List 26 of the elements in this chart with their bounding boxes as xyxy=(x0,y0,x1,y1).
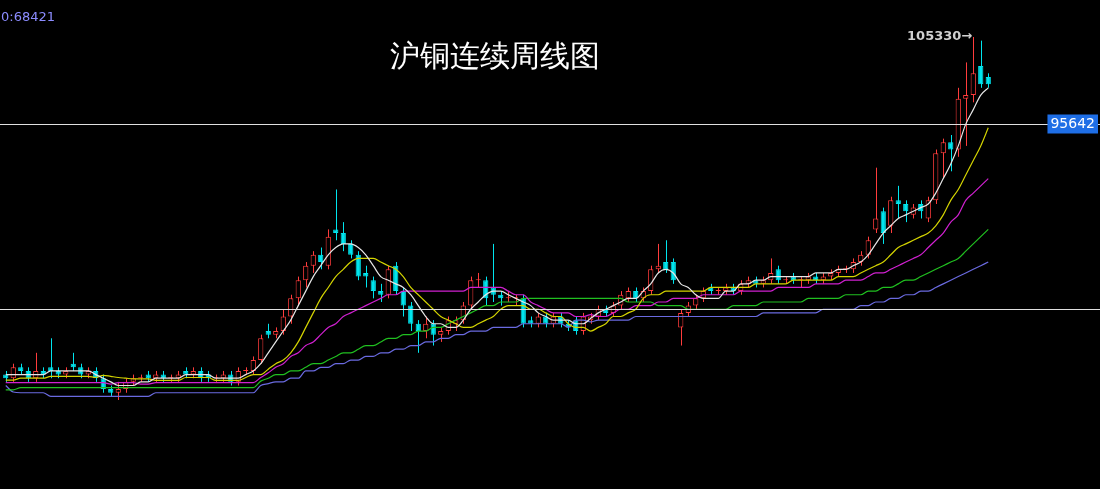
candlestick xyxy=(348,239,354,259)
candlestick xyxy=(378,283,384,303)
candlestick xyxy=(333,188,339,241)
chart-title: 沪铜连续周线图 xyxy=(390,38,600,73)
candlestick xyxy=(310,250,316,274)
text: 0:68421 xyxy=(1,9,56,25)
candlestick xyxy=(948,134,954,172)
candlestick xyxy=(978,40,984,89)
candlestick xyxy=(400,286,406,318)
candlestick xyxy=(250,355,256,376)
annotation: 95642 xyxy=(1050,115,1096,132)
candlestick xyxy=(295,276,301,307)
candlestick xyxy=(880,207,886,245)
candlestick xyxy=(258,334,264,365)
candlestick xyxy=(970,36,976,103)
candlestick xyxy=(363,265,369,288)
candlestick xyxy=(468,276,474,310)
candlestick xyxy=(370,276,376,299)
candlestick xyxy=(940,138,946,180)
annotation: 105330→ xyxy=(907,28,973,44)
candlestick xyxy=(895,185,901,219)
candlestick xyxy=(115,381,121,401)
candlestick xyxy=(48,337,54,379)
candlestick xyxy=(963,61,969,147)
candlestick xyxy=(340,221,346,252)
candlestick xyxy=(888,196,894,234)
